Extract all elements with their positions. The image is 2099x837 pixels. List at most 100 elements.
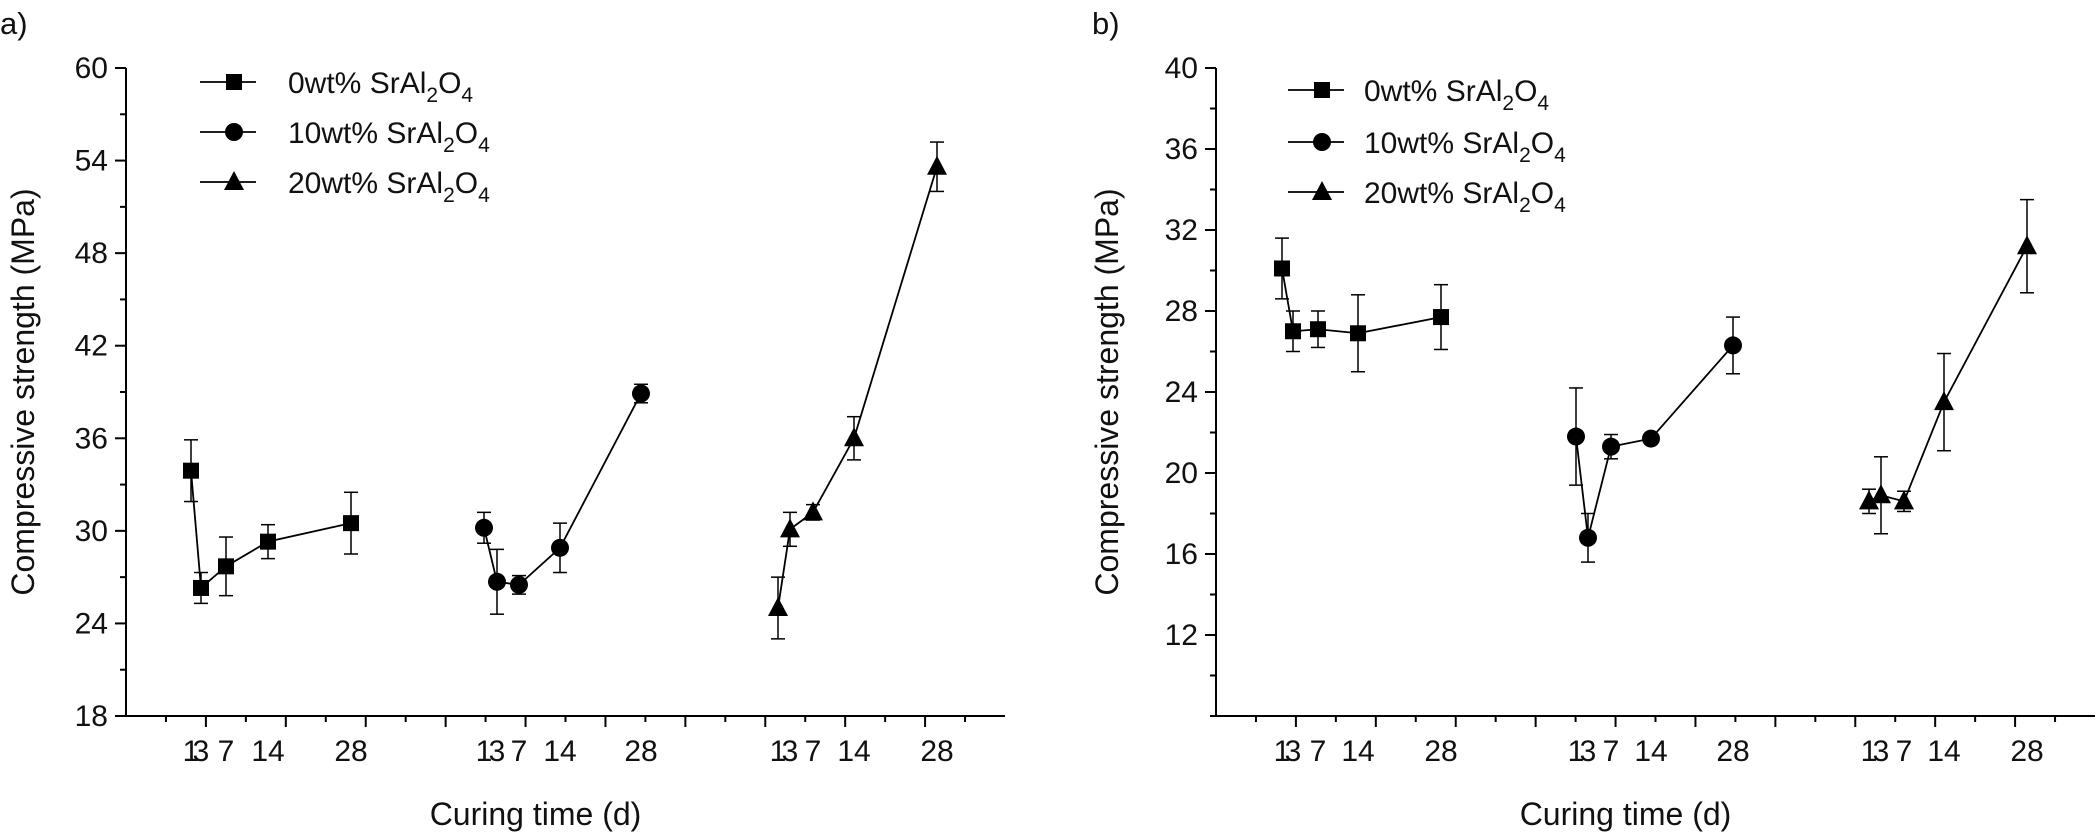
data-point	[632, 384, 650, 403]
data-point	[768, 597, 788, 616]
y-tick-label: 20	[1165, 457, 1198, 490]
data-point	[1871, 484, 1891, 504]
data-point	[343, 515, 359, 532]
x-tick-label: 14	[1927, 735, 1960, 768]
x-tick-label: 28	[920, 735, 953, 768]
x-tick-label: 3	[1873, 735, 1890, 768]
data-point	[1433, 309, 1449, 326]
y-tick-label: 40	[1165, 52, 1198, 85]
legend-marker	[1314, 82, 1330, 98]
data-point	[1579, 528, 1597, 547]
panel-label: a)	[0, 6, 28, 41]
y-tick-label: 24	[1165, 376, 1198, 409]
legend-entry: 20wt% SrAl2O4	[1288, 177, 1566, 217]
data-point	[488, 572, 506, 591]
data-point	[193, 579, 209, 596]
data-point	[1724, 336, 1742, 355]
x-tick-label: 3	[489, 735, 506, 768]
x-tick-label: 1	[770, 735, 787, 768]
x-tick-label: 7	[805, 735, 822, 768]
x-tick-label: 28	[1424, 735, 1457, 768]
data-point	[510, 575, 528, 594]
x-tick-label: 1	[476, 735, 493, 768]
legend-label: 20wt% SrAl2O4	[288, 167, 490, 207]
y-tick-label: 12	[1165, 619, 1198, 652]
x-tick-label: 7	[1603, 735, 1620, 768]
x-tick-label: 3	[193, 735, 210, 768]
data-point	[2017, 235, 2037, 255]
y-tick-label: 16	[1165, 538, 1198, 571]
x-tick-label: 1	[1274, 735, 1291, 768]
data-point	[1567, 427, 1585, 446]
series-circle	[475, 383, 650, 615]
series-triangle	[1859, 198, 2037, 535]
series-square	[1274, 237, 1449, 373]
legend-entry: 0wt% SrAl2O4	[1288, 75, 1549, 115]
data-point	[218, 558, 234, 575]
x-tick-label: 28	[1716, 735, 1749, 768]
series-line	[1868, 245, 2028, 503]
series-line	[777, 166, 938, 609]
legend-label: 20wt% SrAl2O4	[1364, 177, 1566, 217]
y-tick-label: 42	[75, 330, 108, 363]
y-tick-label: 32	[1165, 214, 1198, 247]
data-point	[844, 427, 864, 447]
y-tick-label: 24	[75, 607, 108, 640]
legend-label: 10wt% SrAl2O4	[1364, 127, 1566, 167]
y-tick-label: 30	[75, 515, 108, 548]
legend-label: 0wt% SrAl2O4	[1364, 75, 1549, 115]
x-tick-label: 14	[543, 735, 576, 768]
y-tick-label: 36	[1165, 133, 1198, 166]
legend-marker	[1312, 181, 1332, 200]
data-point	[803, 501, 823, 521]
data-point	[260, 533, 276, 550]
data-point	[1310, 321, 1326, 338]
series-line	[190, 470, 352, 590]
data-point	[1642, 429, 1660, 448]
x-tick-label: 14	[251, 735, 284, 768]
data-point	[183, 462, 199, 479]
y-tick-label: 18	[75, 700, 108, 733]
legend-entry: 10wt% SrAl2O4	[1288, 127, 1566, 167]
x-tick-label: 14	[1341, 735, 1374, 768]
legend-marker	[1313, 133, 1331, 151]
x-axis-title: Curing time (d)	[1520, 796, 1732, 832]
data-point	[1602, 437, 1620, 456]
legend-marker	[224, 171, 244, 190]
y-axis-title: Compressive strength (MPa)	[5, 188, 41, 595]
x-tick-label: 28	[624, 735, 657, 768]
data-point	[1934, 391, 1954, 411]
series-circle	[1567, 316, 1742, 563]
data-point	[475, 518, 493, 537]
series-square	[183, 439, 359, 605]
data-point	[1285, 323, 1301, 340]
x-tick-label: 28	[334, 735, 367, 768]
data-point	[1894, 490, 1914, 510]
data-point	[927, 155, 947, 175]
legend-entry: 20wt% SrAl2O4	[200, 167, 490, 207]
data-point	[1274, 260, 1290, 277]
data-point	[1859, 490, 1879, 510]
x-tick-label: 1	[1861, 735, 1878, 768]
x-tick-label: 3	[1580, 735, 1597, 768]
x-tick-label: 3	[782, 735, 799, 768]
y-tick-label: 28	[1165, 295, 1198, 328]
y-tick-label: 60	[75, 52, 108, 85]
data-point	[780, 518, 800, 538]
series-line	[1281, 268, 1442, 335]
x-tick-label: 1	[1568, 735, 1585, 768]
panel-label: b)	[1092, 6, 1120, 41]
legend-marker	[225, 123, 243, 141]
y-tick-label: 54	[75, 145, 108, 178]
legend-entry: 0wt% SrAl2O4	[200, 67, 473, 107]
series-triangle	[768, 141, 947, 640]
data-point	[551, 538, 569, 557]
legend-label: 0wt% SrAl2O4	[288, 67, 473, 107]
x-axis-title: Curing time (d)	[430, 796, 642, 832]
y-tick-label: 36	[75, 422, 108, 455]
data-point	[1350, 325, 1366, 342]
x-tick-label: 14	[1634, 735, 1667, 768]
